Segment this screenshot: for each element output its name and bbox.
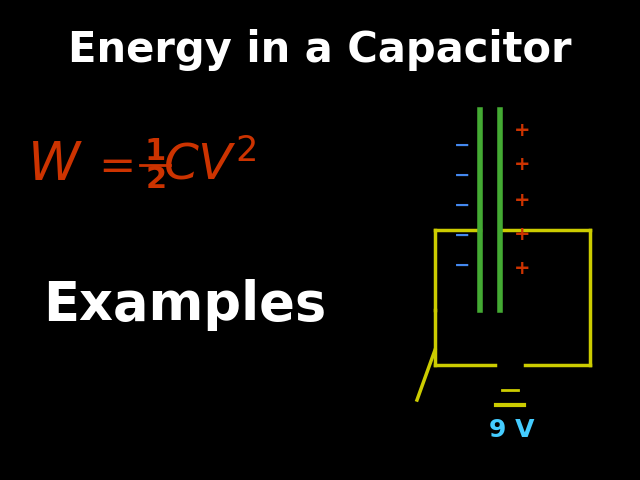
Text: $\mathit{CV}^{\mathit{2}}$: $\mathit{CV}^{\mathit{2}}$ xyxy=(163,141,257,190)
Text: −: − xyxy=(454,226,470,244)
Text: +: + xyxy=(514,259,531,277)
Text: +: + xyxy=(514,226,531,244)
Text: +: + xyxy=(514,156,531,175)
Text: $\mathbf{2}$: $\mathbf{2}$ xyxy=(145,166,165,194)
Text: $\mathbf{1}$: $\mathbf{1}$ xyxy=(145,136,166,166)
Text: $=$: $=$ xyxy=(90,144,134,187)
Text: Energy in a Capacitor: Energy in a Capacitor xyxy=(68,29,572,71)
Text: −: − xyxy=(454,255,470,275)
Text: $\mathit{W}$: $\mathit{W}$ xyxy=(27,139,83,191)
Text: Examples: Examples xyxy=(44,279,326,331)
Text: +: + xyxy=(514,191,531,209)
Text: −: − xyxy=(454,195,470,215)
Text: −: − xyxy=(454,135,470,155)
Text: 9 V: 9 V xyxy=(489,418,535,442)
Text: +: + xyxy=(514,120,531,140)
Text: −: − xyxy=(454,166,470,184)
